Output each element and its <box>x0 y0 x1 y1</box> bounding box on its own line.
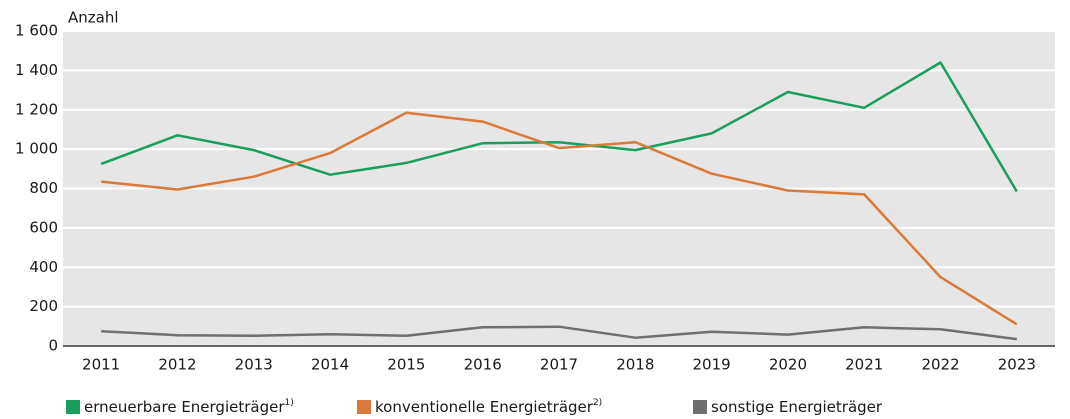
legend-swatch <box>66 400 80 414</box>
y-tick-label: 1 600 <box>15 22 58 40</box>
legend-name: sonstige Energieträger <box>711 398 883 416</box>
series-line <box>100 61 1018 193</box>
x-tick-label: 2013 <box>235 356 273 374</box>
x-tick-label: 2022 <box>921 356 959 374</box>
x-tick-label: 2015 <box>387 356 425 374</box>
y-tick-label: 0 <box>48 337 58 355</box>
y-axis-label: Anzahl <box>68 9 119 27</box>
legend-name: konventionelle Energieträger <box>375 398 594 416</box>
x-tick-label: 2012 <box>158 356 196 374</box>
legend-footnote: 1) <box>285 398 294 408</box>
y-tick-label: 600 <box>29 218 58 236</box>
y-tick-label: 800 <box>29 179 58 197</box>
x-tick-label: 2021 <box>845 356 883 374</box>
y-tick-label: 1 200 <box>15 100 58 118</box>
x-tick-label: 2020 <box>769 356 807 374</box>
legend-label: erneuerbare Energieträger1) <box>84 398 294 416</box>
legend-label: konventionelle Energieträger2) <box>375 398 602 416</box>
legend-footnote: 2) <box>593 398 602 408</box>
x-tick-label: 2019 <box>693 356 731 374</box>
legend-name: erneuerbare Energieträger <box>84 398 285 416</box>
legend-swatch <box>693 400 707 414</box>
legend-swatch <box>357 400 371 414</box>
y-tick-label: 1 000 <box>15 140 58 158</box>
x-tick-label: 2014 <box>311 356 349 374</box>
series-line <box>101 111 1018 326</box>
y-tick-label: 200 <box>29 297 58 315</box>
x-tick-label: 2018 <box>616 356 654 374</box>
series-line <box>101 325 1017 341</box>
y-tick-label: 1 400 <box>15 61 58 79</box>
legend-label: sonstige Energieträger <box>711 398 883 416</box>
x-tick-label: 2016 <box>464 356 502 374</box>
y-tick-label: 400 <box>29 258 58 276</box>
x-tick-label: 2017 <box>540 356 578 374</box>
x-tick-label: 2023 <box>998 356 1036 374</box>
x-tick-label: 2011 <box>82 356 120 374</box>
